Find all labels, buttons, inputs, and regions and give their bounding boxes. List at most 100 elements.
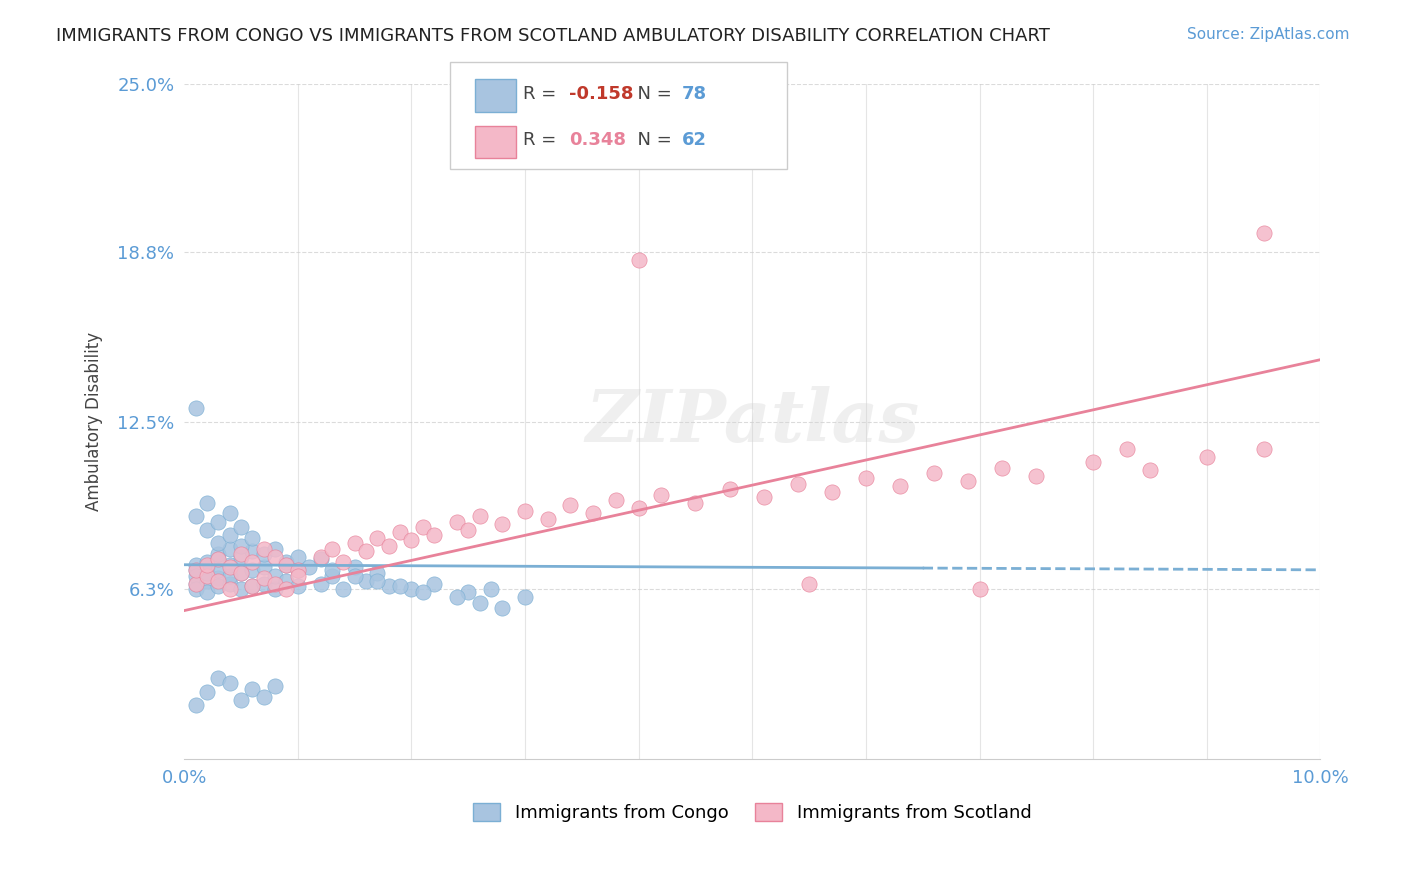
Point <box>287 563 309 577</box>
Point <box>366 574 388 588</box>
Point <box>184 582 207 596</box>
Point <box>457 584 479 599</box>
Point <box>957 474 980 488</box>
Point <box>627 501 650 516</box>
Point <box>195 684 218 698</box>
Point <box>1083 455 1105 469</box>
Point <box>207 671 229 685</box>
Point <box>276 558 298 572</box>
Point <box>1139 463 1161 477</box>
Point <box>240 531 263 545</box>
Point <box>276 574 298 588</box>
Point <box>184 401 207 416</box>
Point <box>195 568 218 582</box>
Point <box>195 555 218 569</box>
Point <box>207 563 229 577</box>
Point <box>207 552 229 566</box>
Point <box>240 544 263 558</box>
Point <box>207 547 229 561</box>
Text: R =: R = <box>523 131 562 149</box>
Point <box>797 576 820 591</box>
Point <box>513 590 536 604</box>
Point <box>537 512 560 526</box>
Point <box>218 541 240 556</box>
Point <box>479 582 502 596</box>
Point <box>457 523 479 537</box>
Point <box>276 555 298 569</box>
Point <box>218 560 240 574</box>
Point <box>922 466 945 480</box>
Point <box>366 531 388 545</box>
Point <box>218 582 240 596</box>
Point <box>253 547 276 561</box>
Point <box>218 568 240 582</box>
Point <box>229 692 252 706</box>
Point <box>276 582 298 596</box>
Point <box>207 552 229 566</box>
Point <box>377 579 399 593</box>
Point <box>184 698 207 712</box>
Point <box>332 582 354 596</box>
Text: Source: ZipAtlas.com: Source: ZipAtlas.com <box>1187 27 1350 42</box>
Point <box>321 563 343 577</box>
Point <box>752 490 775 504</box>
Point <box>184 576 207 591</box>
Point <box>240 579 263 593</box>
Point <box>446 590 468 604</box>
Point <box>343 568 366 582</box>
Point <box>377 539 399 553</box>
Point <box>821 484 844 499</box>
Point <box>491 601 513 615</box>
Legend: Immigrants from Congo, Immigrants from Scotland: Immigrants from Congo, Immigrants from S… <box>464 794 1040 831</box>
Point <box>184 509 207 524</box>
Point <box>207 515 229 529</box>
Point <box>229 520 252 534</box>
Point <box>412 584 434 599</box>
Text: R =: R = <box>523 85 562 103</box>
Point <box>218 576 240 591</box>
Point <box>253 576 276 591</box>
Point <box>389 579 412 593</box>
Point <box>412 520 434 534</box>
Point <box>207 571 229 585</box>
Point <box>287 563 309 577</box>
Text: -0.158: -0.158 <box>569 85 634 103</box>
Point <box>468 595 491 609</box>
Point <box>605 493 627 508</box>
Point <box>264 568 287 582</box>
Text: 0.348: 0.348 <box>569 131 627 149</box>
Point <box>207 579 229 593</box>
Point <box>287 568 309 582</box>
Point <box>218 558 240 572</box>
Point <box>321 568 343 582</box>
Point <box>446 515 468 529</box>
Point <box>354 574 377 588</box>
Point <box>423 528 446 542</box>
Point <box>354 544 377 558</box>
Point <box>184 558 207 572</box>
Point <box>253 571 276 585</box>
Point <box>309 576 332 591</box>
Point <box>343 536 366 550</box>
Point <box>366 566 388 580</box>
Point <box>207 574 229 588</box>
Point <box>229 539 252 553</box>
Point <box>184 563 207 577</box>
Point <box>218 528 240 542</box>
Point <box>264 541 287 556</box>
Point <box>195 574 218 588</box>
Point <box>287 579 309 593</box>
Text: 62: 62 <box>682 131 707 149</box>
Point <box>309 549 332 564</box>
Point <box>240 579 263 593</box>
Point <box>253 690 276 704</box>
Point <box>1253 226 1275 240</box>
Point <box>229 549 252 564</box>
Point <box>229 566 252 580</box>
Point <box>195 496 218 510</box>
Point <box>195 566 218 580</box>
Y-axis label: Ambulatory Disability: Ambulatory Disability <box>86 332 103 511</box>
Point <box>195 523 218 537</box>
Point <box>264 679 287 693</box>
Point <box>195 584 218 599</box>
